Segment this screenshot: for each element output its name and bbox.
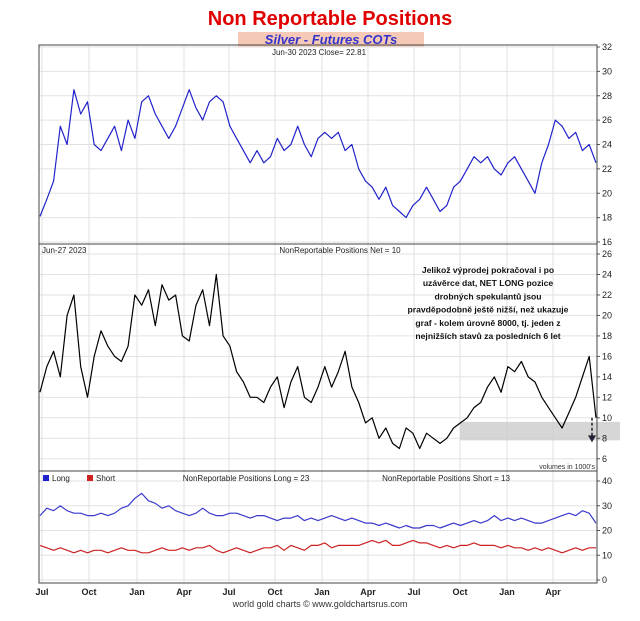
y-tick-label: 6 [602,454,607,464]
panel-frame [38,470,598,584]
chart-subtitle: Silver - Futures COTs [265,32,397,47]
band-layer [460,421,620,441]
y-tick-label: 30 [602,501,612,511]
legend-label-short: Short [96,474,116,483]
y-tick-label: 30 [602,66,612,76]
text-layer: 16 18 20 22 24 26 28 30 32 Jun-30 2023 Close= 22.… [35,42,612,597]
y-tick-label: 24 [602,269,612,279]
legend-label-long: Long [52,474,70,483]
y-tick-label: 26 [602,249,612,259]
y-tick-label: 16 [602,237,612,247]
y-tick-label: 16 [602,351,612,361]
y-tick-label: 20 [602,526,612,536]
series-line-silver-price [39,89,597,219]
y-tick-label: 22 [602,164,612,174]
legend-swatch-short [87,475,93,481]
series-line-short [39,539,596,554]
panel-header-left: Jun-27 2023 [42,246,87,255]
y-tick-label: 8 [602,433,607,443]
x-tick-label: Jan [129,587,145,597]
y-tick-label: 24 [602,140,612,150]
y-tick-label: 26 [602,115,612,125]
volume-note: volumes in 1000's [539,464,595,471]
x-tick-label: Jul [407,587,420,597]
chart-title: Non Reportable Positions [208,8,452,30]
y-tick-label: 0 [602,575,607,585]
y-tick-label: 18 [602,331,612,341]
subtitle-background [238,32,424,47]
y-tick-label: 12 [602,392,612,402]
annotation-line: uzávěrce dat, NET LONG pozice [423,278,554,288]
panel-header-center: Jun-30 2023 Close= 22.81 [272,48,367,57]
panel-header-center: NonReportable Positions Net = 10 [279,246,401,255]
grid-layer [39,45,597,583]
x-tick-label: Apr [176,587,192,597]
series-layer [39,89,597,554]
annotation-line: graf - kolem úrovně 8000, tj. jeden z [415,318,560,328]
y-tick-label: 14 [602,372,612,382]
x-tick-label: Apr [360,587,376,597]
y-tick-label: 28 [602,91,612,101]
x-tick-label: Oct [81,587,96,597]
frame-layer [38,44,600,584]
support-band [460,421,620,441]
y-tick-label: 20 [602,188,612,198]
x-tick-label: Jan [314,587,330,597]
x-tick-label: Oct [267,587,282,597]
footer-credit: world gold charts © www.goldchartsrus.co… [232,599,408,609]
y-tick-label: 18 [602,213,612,223]
panel-header-right: NonReportable Positions Short = 13 [382,474,510,483]
annotation-line: Jelikož výprodej pokračoval i po [422,265,554,275]
annotation-line: drobných spekulantů jsou [435,291,542,301]
y-tick-label: 10 [602,413,612,423]
y-tick-label: 40 [602,476,612,486]
x-tick-label: Apr [545,587,561,597]
x-tick-label: Oct [452,587,467,597]
y-tick-label: 22 [602,290,612,300]
series-line-net [39,273,597,450]
series-line-long [39,492,597,529]
y-tick-label: 10 [602,550,612,560]
legend-swatch-long [43,475,49,481]
x-tick-label: Jul [35,587,48,597]
drop-arrowhead [588,435,596,443]
x-tick-label: Jul [222,587,235,597]
y-tick-label: 32 [602,42,612,52]
y-tick-label: 20 [602,310,612,320]
panel-header-center: NonReportable Positions Long = 23 [183,474,310,483]
annotation-line: pravděpodobně ještě nižší, než ukazuje [408,305,569,315]
annotation-line: nejnižších stavů za posledních 6 let [415,331,560,341]
x-tick-label: Jan [499,587,515,597]
